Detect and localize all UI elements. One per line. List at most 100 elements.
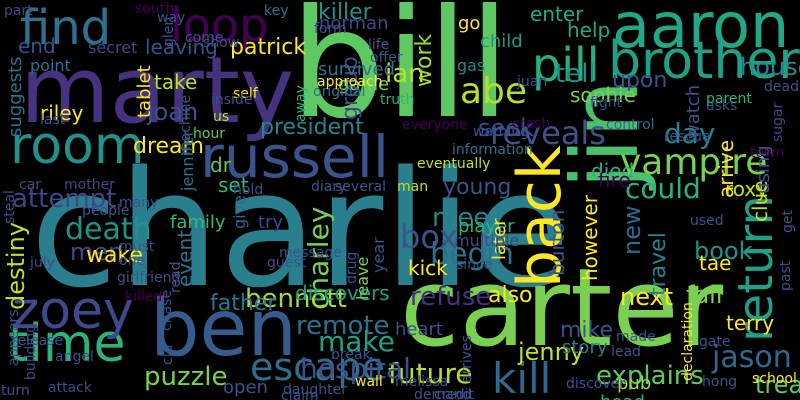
word-july: july (30, 255, 55, 271)
word-eventually: eventually (417, 156, 491, 172)
word-book: book (694, 237, 753, 265)
word-dream: dream (133, 134, 204, 159)
word-died: died (591, 159, 635, 183)
word-tablet: tablet (134, 65, 155, 118)
word-leaving: leaving (145, 35, 218, 59)
word-bill: bill (290, 0, 511, 152)
word-point: point (30, 56, 71, 75)
word-release: release (12, 333, 64, 349)
word-made: made (616, 329, 656, 345)
word-upon: upon (612, 68, 668, 93)
word-dr: dr (210, 153, 231, 177)
word-killer: killer (318, 0, 372, 25)
word-destiny: destiny (2, 222, 30, 310)
word-last: last (40, 112, 66, 128)
word-way: way (157, 10, 186, 26)
word-kick: kick (408, 256, 448, 280)
word-asks: asks (706, 98, 738, 114)
word-story: story (562, 337, 608, 358)
word-rescue: rescue (664, 129, 711, 145)
word-meet: meet (432, 203, 500, 233)
word-angel: angel (55, 349, 94, 365)
word-credit: credit (434, 387, 475, 400)
word-find: find (20, 0, 112, 56)
word-men: men (70, 238, 124, 266)
word-inside: inside (211, 92, 253, 108)
word-jenny: jenny (518, 338, 585, 366)
word-try: try (258, 212, 284, 233)
word-show: show (203, 35, 240, 51)
word-tae: tae (699, 251, 732, 275)
word-self: self (233, 86, 258, 102)
word-mother: mother (64, 177, 115, 193)
word-roxy: roxy (725, 177, 769, 201)
word-wall: wall (355, 374, 383, 390)
word-refuse: refuse (410, 282, 492, 312)
word-new: new (618, 205, 646, 255)
word-set: set (218, 173, 249, 197)
word-demand: demand (414, 387, 472, 400)
word-hospital: hospital (300, 352, 411, 385)
word-day: day (664, 117, 716, 150)
word-everyone: everyone (402, 117, 468, 133)
word-pill: pill (532, 38, 600, 92)
word-warning: warning (473, 124, 530, 140)
word-cid: cid (160, 344, 176, 365)
word-key: key (264, 3, 289, 19)
word-help: help (567, 18, 611, 42)
word-discovers: discovers (295, 281, 390, 305)
word-escape: escape (250, 345, 385, 389)
word-melissa: melissa (395, 374, 449, 390)
word-aaron: aaron (612, 0, 790, 62)
word-make: make (318, 325, 395, 358)
word-part: part (4, 3, 33, 19)
word-us: us (213, 109, 230, 125)
word-gas: gas (457, 56, 486, 75)
word-secret: secret (88, 38, 138, 57)
word-discover: discover (566, 376, 625, 392)
word-truth: truth (380, 92, 415, 108)
word-burton: burton (545, 209, 569, 276)
word-abe: abe (460, 71, 528, 112)
word-brother: brother (608, 31, 800, 91)
word-offer: offer (370, 50, 403, 66)
word-kill: kill (492, 354, 552, 400)
word-daughter: daughter (283, 382, 347, 398)
word-charlie: charlie (30, 136, 571, 323)
word-crash: crash (512, 116, 551, 132)
word-time: time (8, 314, 126, 374)
word-travel: travel (646, 232, 671, 296)
word-go: go (458, 13, 481, 34)
word-year: year (369, 237, 388, 273)
word-game: game (338, 74, 390, 95)
word-building: building (23, 323, 39, 380)
word-tell: tell (555, 59, 596, 89)
word-sophie: sophie (570, 83, 636, 107)
word-get: get (780, 210, 796, 233)
word-must: must (119, 239, 155, 255)
word-south: south (135, 1, 175, 17)
word-head: head (600, 394, 645, 400)
word-family: family (170, 212, 226, 233)
word-read: read (168, 261, 184, 293)
word-form: form (314, 21, 347, 37)
word-original: original (313, 84, 366, 100)
word-end: end (18, 34, 56, 58)
word-wake: wake (86, 243, 143, 268)
word-death: death (65, 212, 152, 247)
word-drug: drug (344, 251, 360, 284)
word-take: take (154, 70, 198, 94)
word-break: break (331, 347, 371, 363)
word-heart: heart (395, 319, 443, 340)
word-girlfriend: girlfriend (117, 270, 181, 286)
word-president: president (260, 115, 364, 140)
word-patrick: patrick (230, 35, 307, 60)
word-vampire: vampire (620, 142, 768, 183)
word-room: room (10, 116, 145, 176)
word-loop: loop (170, 0, 269, 52)
word-hour: hour (193, 126, 226, 142)
word-multiple: multiple (454, 231, 520, 250)
word-player: player (458, 216, 515, 237)
word-give: give (230, 195, 249, 229)
